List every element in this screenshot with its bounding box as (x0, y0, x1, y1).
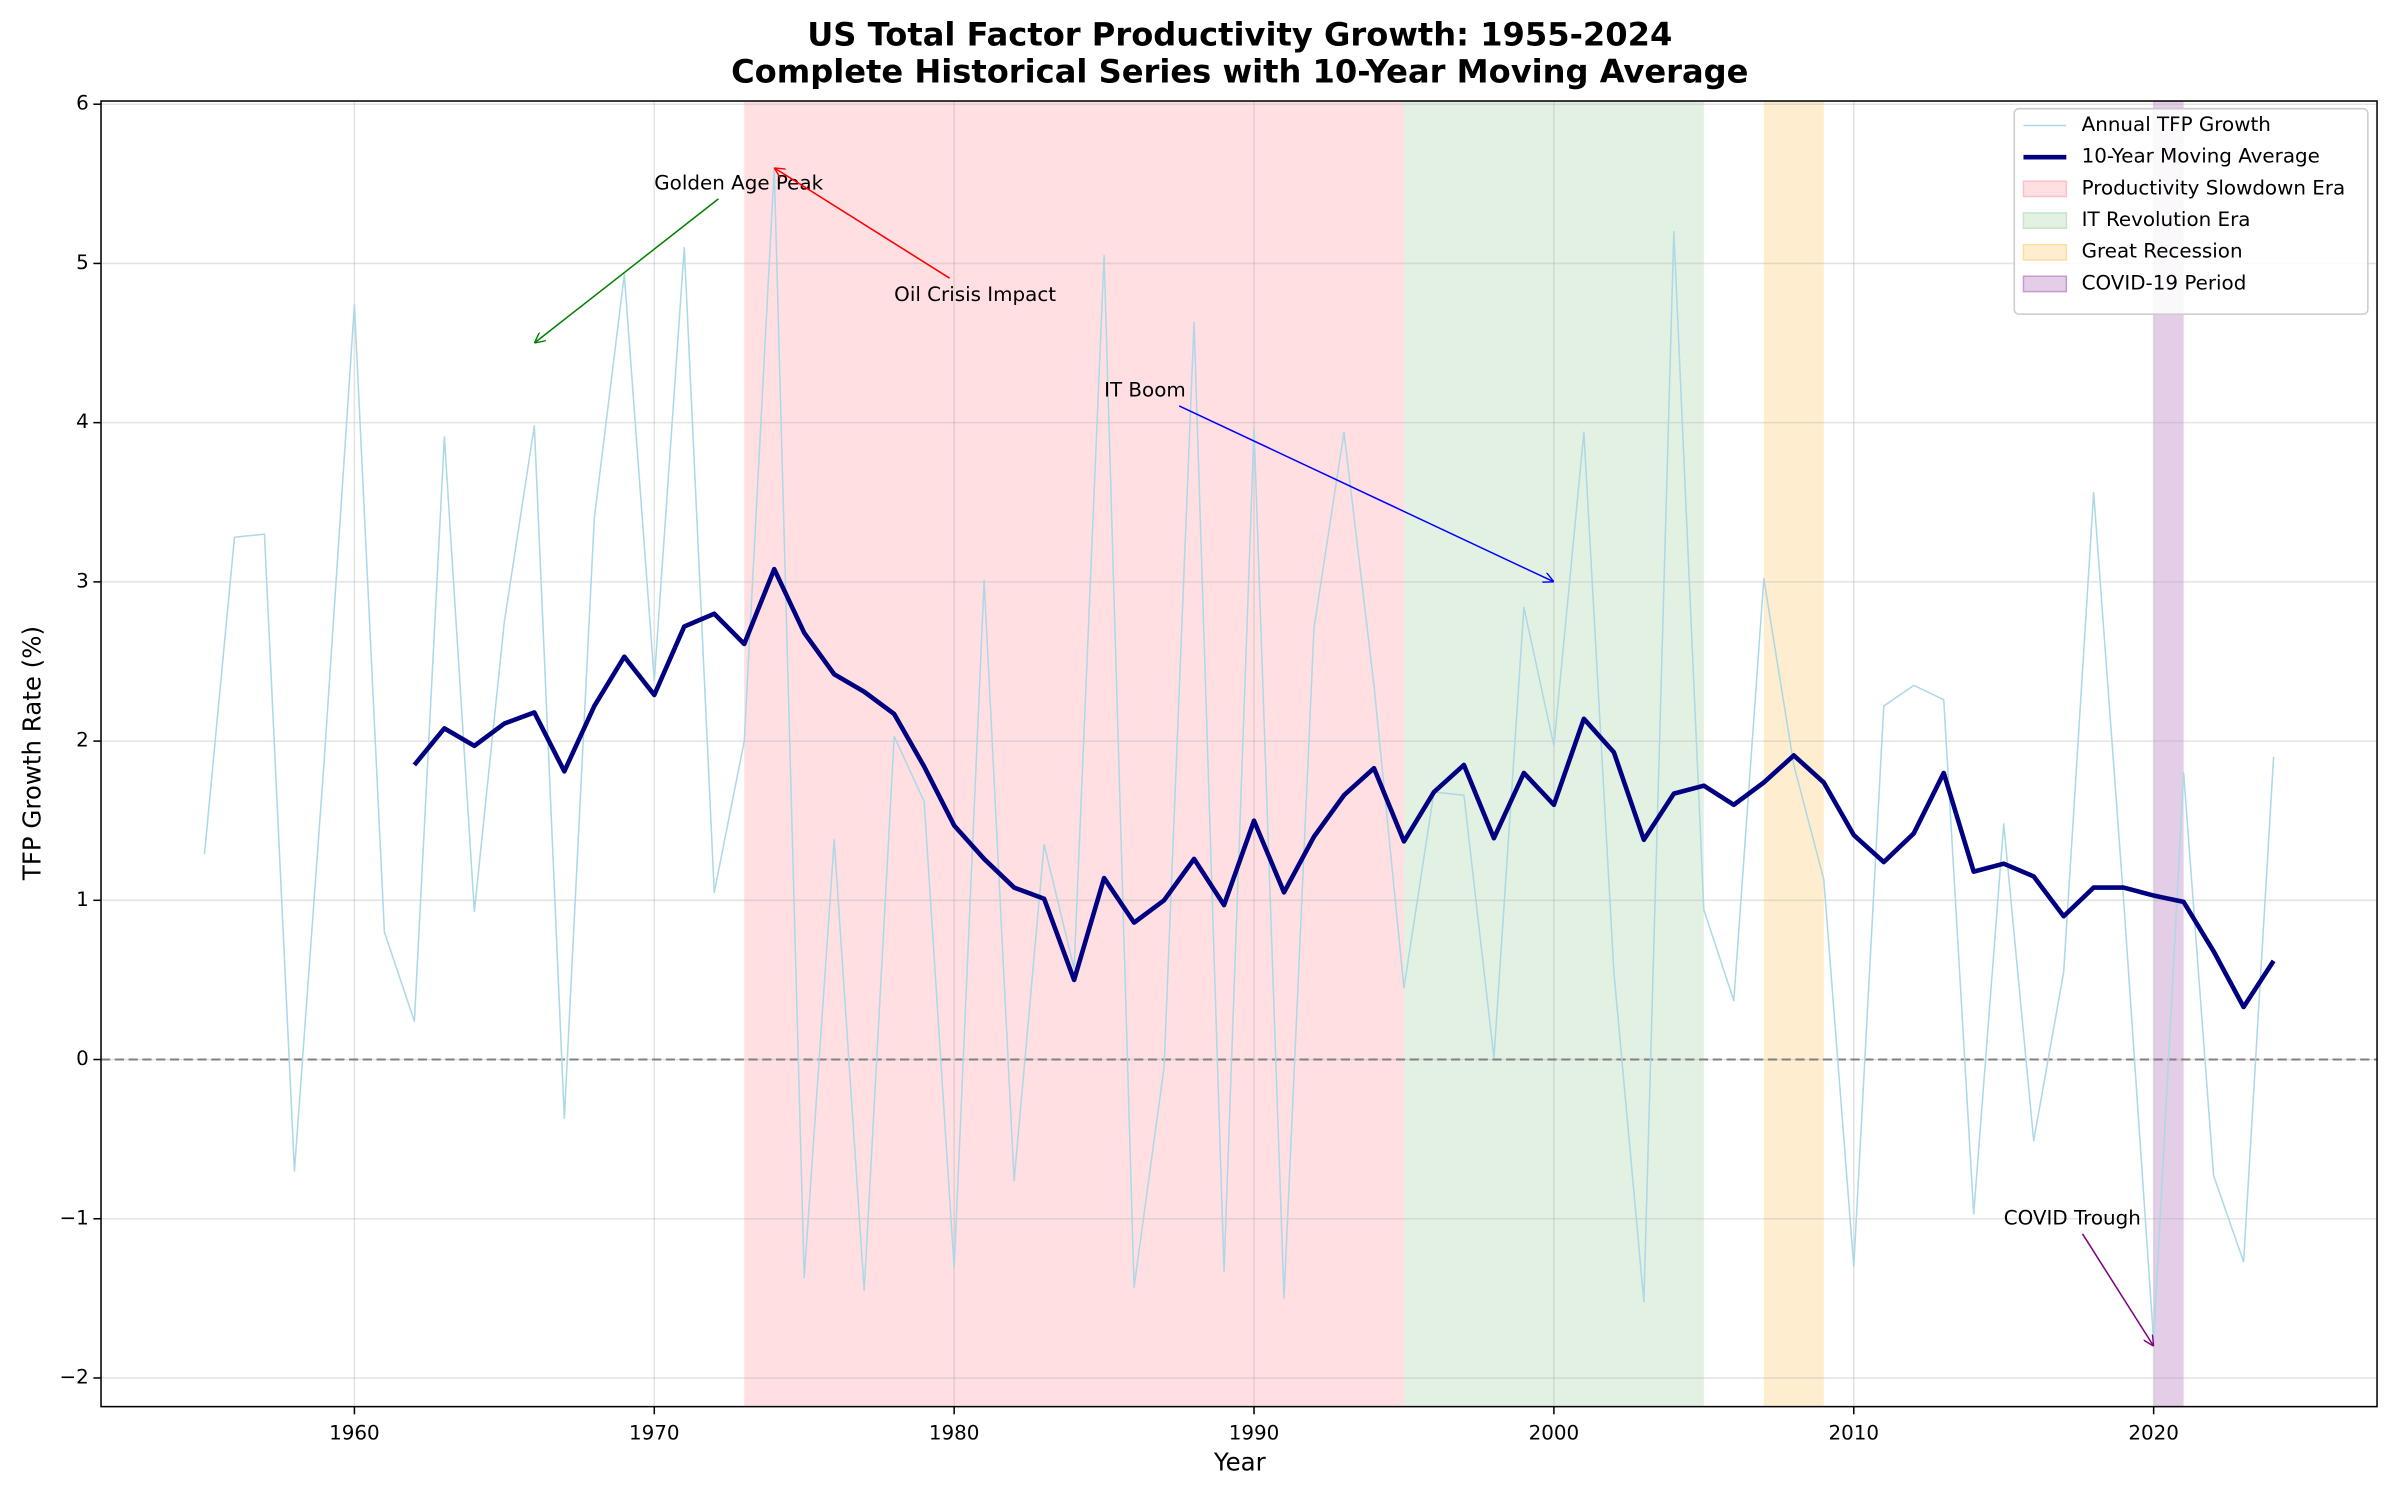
x-tick-label: 2000 (1529, 1422, 1580, 1445)
series-line (412, 566, 2276, 1010)
annotation: COVID Trough (2004, 1206, 2141, 1229)
legend-swatch (2022, 180, 2068, 198)
legend-swatch (2022, 212, 2068, 229)
y-tick-label: −1 (59, 1206, 88, 1229)
y-tick-label: 6 (76, 92, 89, 115)
y-tick-label: −2 (59, 1365, 88, 1388)
y-tick-label: 1 (76, 888, 89, 911)
x-tick-label: 1980 (929, 1422, 980, 1445)
series-line (203, 167, 2275, 1343)
y-axis-label: TFP Growth Rate (%) (18, 626, 47, 881)
legend-swatch (2022, 243, 2068, 261)
shaded-span (744, 101, 1404, 1407)
y-tick-label: 2 (76, 729, 89, 752)
annotation-arrow (2081, 1233, 2153, 1346)
x-tick-label: 2020 (2128, 1422, 2179, 1445)
annotation-arrow (774, 168, 951, 279)
y-tick-label: 0 (76, 1047, 89, 1070)
legend-swatch (2022, 275, 2068, 293)
annotation: Oil Crisis Impact (894, 283, 1056, 306)
shaded-span (1403, 101, 1704, 1407)
y-tick-label: 5 (76, 251, 89, 274)
y-tick-label: 4 (76, 410, 89, 433)
legend-label: Productivity Slowdown Era (2082, 176, 2346, 199)
chart-title: US Total Factor Productivity Growth: 195… (807, 16, 1672, 54)
legend-label: Annual TFP Growth (2082, 113, 2271, 136)
axes-frame (100, 100, 2378, 1408)
y-tick-label: 3 (76, 569, 89, 592)
legend-label: Great Recession (2082, 240, 2243, 263)
x-tick-label: 1990 (1229, 1422, 1280, 1445)
x-tick-label: 1960 (329, 1422, 380, 1445)
annotation-arrow (1178, 405, 1554, 582)
legend-label: IT Revolution Era (2082, 208, 2251, 231)
x-tick-label: 2010 (1828, 1422, 1879, 1445)
legend-box (2013, 107, 2369, 315)
chart-subtitle: Complete Historical Series with 10-Year … (731, 52, 1748, 90)
legend-label: COVID-19 Period (2082, 271, 2247, 294)
annotation-arrow (534, 198, 719, 343)
x-axis-label: Year (1213, 1447, 1267, 1476)
annotation: IT Boom (1104, 378, 1186, 401)
legend-label: 10-Year Moving Average (2082, 145, 2320, 168)
x-tick-label: 1970 (629, 1422, 680, 1445)
shaded-span (2153, 101, 2184, 1407)
